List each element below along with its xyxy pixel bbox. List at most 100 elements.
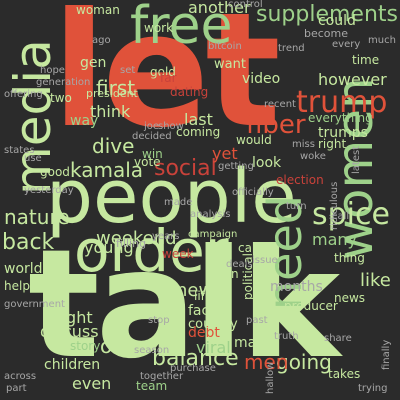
word-weekend: weekend bbox=[96, 228, 177, 249]
word-nature: nature bbox=[4, 205, 70, 229]
word-trump: trump bbox=[296, 85, 388, 120]
word-young: young bbox=[84, 238, 134, 257]
word-debt: debt bbox=[188, 325, 220, 341]
word-story: story bbox=[70, 339, 101, 353]
word-let: let bbox=[52, 0, 281, 163]
word-candle: candle bbox=[238, 241, 278, 255]
word-trend: trend bbox=[278, 43, 305, 54]
word-government: government bbox=[4, 299, 65, 310]
word-season: season bbox=[134, 345, 170, 356]
word-right: right bbox=[318, 137, 347, 151]
word-months: months bbox=[270, 279, 323, 295]
word-work: work bbox=[144, 21, 174, 35]
word-kamala: kamala bbox=[70, 158, 144, 182]
word-discuss: discuss bbox=[40, 322, 99, 341]
word-win: win bbox=[142, 147, 163, 161]
word-spice: spice bbox=[312, 197, 390, 232]
word-people: people bbox=[46, 154, 297, 240]
word-yesterday: yesterday bbox=[24, 185, 74, 196]
word-another: another bbox=[188, 0, 251, 17]
word-stop: stop bbox=[148, 315, 170, 326]
word-finally: finally bbox=[381, 339, 392, 370]
word-issue: issue bbox=[252, 255, 278, 266]
word-might: might bbox=[46, 308, 93, 327]
word-deals: deals bbox=[226, 259, 253, 270]
word-fiber: fiber bbox=[246, 110, 306, 140]
word-together: together bbox=[140, 371, 184, 382]
word-officially: officially bbox=[232, 187, 274, 198]
word-offering: offering bbox=[4, 89, 43, 100]
word-order: order bbox=[74, 217, 229, 285]
word-way: way bbox=[70, 113, 99, 129]
word-become: become bbox=[304, 27, 349, 40]
word-think: think bbox=[90, 102, 131, 121]
word-latest: latest bbox=[351, 145, 362, 174]
word-like: like bbox=[360, 270, 391, 291]
word-president: president bbox=[86, 87, 138, 100]
word-use: use bbox=[24, 153, 42, 164]
word-campaign: campaign bbox=[188, 229, 238, 240]
word-decided: decided bbox=[132, 131, 172, 142]
word-country: country bbox=[188, 317, 238, 332]
word-past: past bbox=[246, 315, 268, 326]
word-purchase: purchase bbox=[170, 363, 216, 374]
word-children: children bbox=[44, 357, 101, 373]
word-bitcoin: bitcoin bbox=[208, 41, 242, 52]
word-viral: viral bbox=[196, 338, 231, 357]
word-far: far bbox=[160, 71, 177, 85]
word-control: control bbox=[228, 0, 263, 10]
word-would: would bbox=[236, 133, 272, 147]
word-however: however bbox=[318, 70, 387, 89]
word-part: part bbox=[6, 383, 27, 394]
word-look: look bbox=[252, 155, 282, 171]
word-even: even bbox=[72, 374, 112, 393]
word-states: states bbox=[4, 145, 35, 156]
word-joe: joe bbox=[144, 121, 160, 132]
word-major: major bbox=[234, 335, 275, 351]
word-two: two bbox=[50, 91, 72, 105]
word-world: world bbox=[4, 261, 43, 277]
word-first: first bbox=[96, 76, 136, 100]
word-ridiculous: ridiculous bbox=[329, 181, 340, 230]
word-coming: coming bbox=[176, 125, 221, 139]
word-supplements: supplements bbox=[256, 2, 398, 27]
word-time: time bbox=[352, 53, 380, 67]
word-balance: balance bbox=[152, 346, 239, 371]
word-good: good bbox=[40, 165, 70, 179]
word-want: want bbox=[214, 57, 246, 72]
word-one: one bbox=[100, 334, 138, 358]
word-truth: truth bbox=[274, 331, 299, 342]
word-team: team bbox=[136, 379, 168, 393]
word-producer: producer bbox=[284, 299, 338, 313]
word-getting: getting bbox=[218, 161, 254, 172]
word-years: years bbox=[152, 231, 180, 242]
word-call: call bbox=[332, 211, 350, 222]
word-analysis: analysis bbox=[190, 209, 231, 220]
word-hallow: hallow bbox=[265, 361, 276, 394]
word-set: set bbox=[120, 65, 136, 76]
word-man: man bbox=[212, 267, 239, 281]
word-everything: everything bbox=[308, 111, 373, 125]
word-generation: generation bbox=[36, 77, 91, 88]
word-men: men bbox=[244, 350, 289, 374]
word-every: every bbox=[332, 39, 361, 50]
word-recent: recent bbox=[264, 99, 296, 110]
word-hope: hope bbox=[40, 65, 65, 76]
word-going: going bbox=[276, 350, 332, 374]
word-social: social bbox=[154, 156, 217, 181]
word-share: share bbox=[324, 333, 352, 344]
word-life: life bbox=[194, 289, 213, 303]
word-trying: trying bbox=[358, 383, 388, 394]
word-back: back bbox=[2, 230, 55, 255]
word-much: much bbox=[368, 35, 396, 46]
word-week: week bbox=[162, 247, 194, 261]
word-takes: takes bbox=[328, 367, 361, 381]
word-gold: gold bbox=[150, 65, 176, 79]
word-talk: talk bbox=[28, 218, 340, 392]
word-dating: dating bbox=[170, 85, 209, 99]
word-miss: miss bbox=[292, 139, 315, 150]
word-many: many bbox=[312, 230, 357, 249]
word-gen: gen bbox=[80, 55, 107, 71]
word-turn: turn bbox=[286, 201, 307, 212]
